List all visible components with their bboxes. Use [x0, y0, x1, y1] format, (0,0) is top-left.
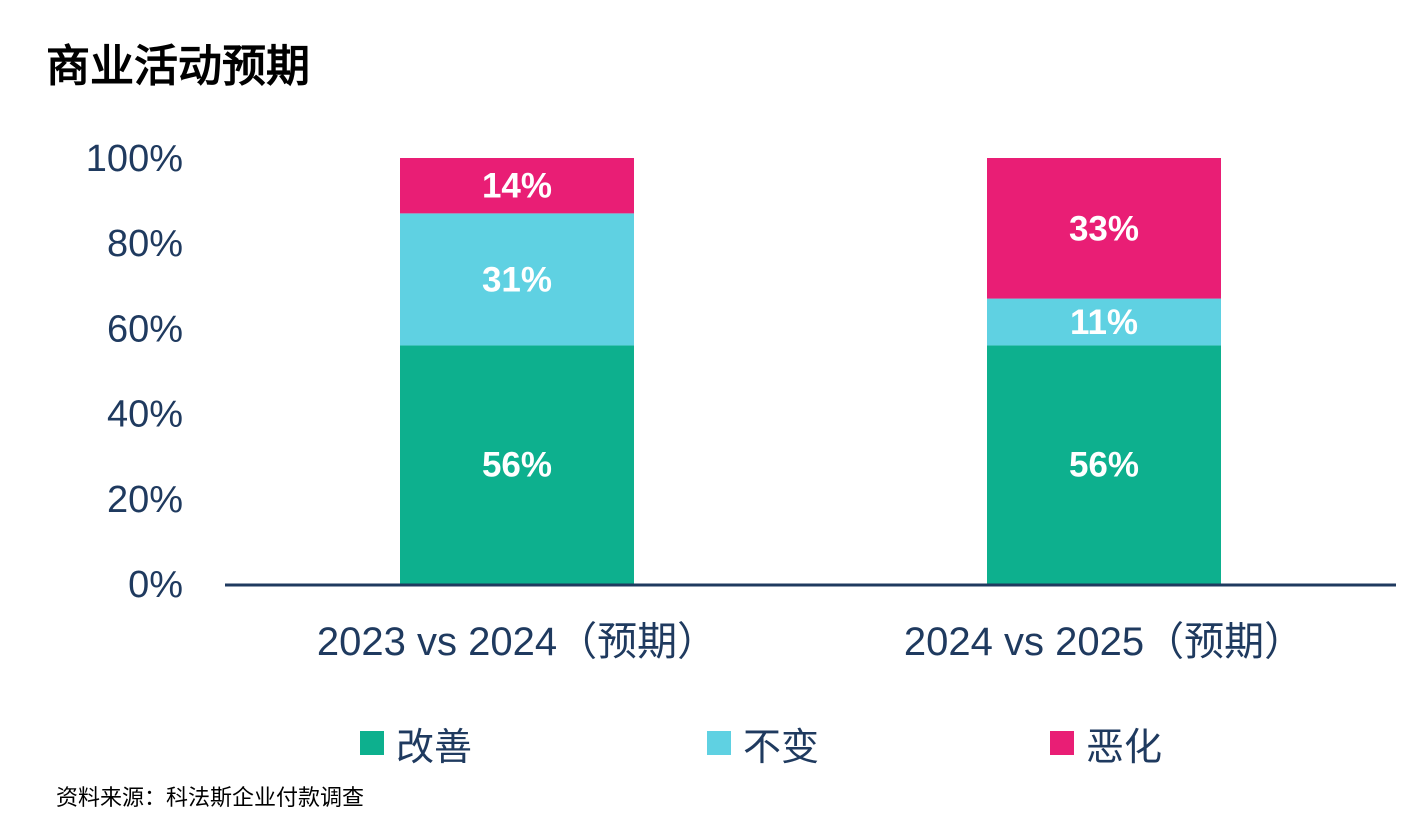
legend-label: 恶化 — [1086, 724, 1163, 769]
legend-swatch — [1050, 731, 1074, 755]
stacked-bar-chart: 0% 20% 40% 60% 80% 100% 56% 31% 14% 56% 11% 33% 20… — [86, 138, 1396, 664]
data-label: 33% — [1069, 209, 1139, 248]
legend-label: 不变 — [743, 724, 820, 769]
y-tick-label: 60% — [107, 308, 183, 350]
legend-item: 不变 — [707, 718, 820, 769]
chart-title: 商业活动预期 — [46, 41, 310, 92]
bars — [400, 158, 1221, 584]
bar-segment — [400, 158, 634, 214]
legend-swatch — [360, 731, 384, 755]
bar-segment — [987, 298, 1221, 346]
data-label: 14% — [482, 167, 552, 206]
data-label: 56% — [1069, 446, 1139, 485]
category-labels: 2023 vs 2024（预期） 2024 vs 2025（预期） — [317, 620, 1304, 664]
legend-label: 改善 — [396, 724, 473, 769]
bar-segment — [400, 345, 634, 584]
x-category-label: 2023 vs 2024（预期） — [317, 620, 717, 664]
bar-labels: 56% 31% 14% 56% 11% 33% — [482, 167, 1139, 485]
bar-segment — [400, 213, 634, 346]
source-note: 资料来源：科法斯企业付款调查 — [56, 786, 365, 811]
y-tick-label: 40% — [107, 394, 183, 436]
data-label: 56% — [482, 446, 552, 485]
bar-segment — [987, 158, 1221, 299]
y-tick-label: 80% — [107, 223, 183, 265]
data-label: 11% — [1070, 303, 1138, 342]
x-category-label: 2024 vs 2025（预期） — [904, 620, 1304, 664]
y-tick-label: 20% — [107, 479, 183, 521]
bar-segment — [987, 345, 1221, 584]
legend-item: 恶化 — [1050, 718, 1163, 769]
legend: 改善 不变 恶化 — [0, 718, 1417, 769]
y-tick-label: 100% — [86, 138, 183, 180]
legend-swatch — [707, 731, 731, 755]
legend-item: 改善 — [360, 718, 473, 769]
y-tick-label: 0% — [128, 564, 183, 606]
data-label: 31% — [482, 260, 552, 299]
y-axis-ticks: 0% 20% 40% 60% 80% 100% — [86, 138, 183, 606]
